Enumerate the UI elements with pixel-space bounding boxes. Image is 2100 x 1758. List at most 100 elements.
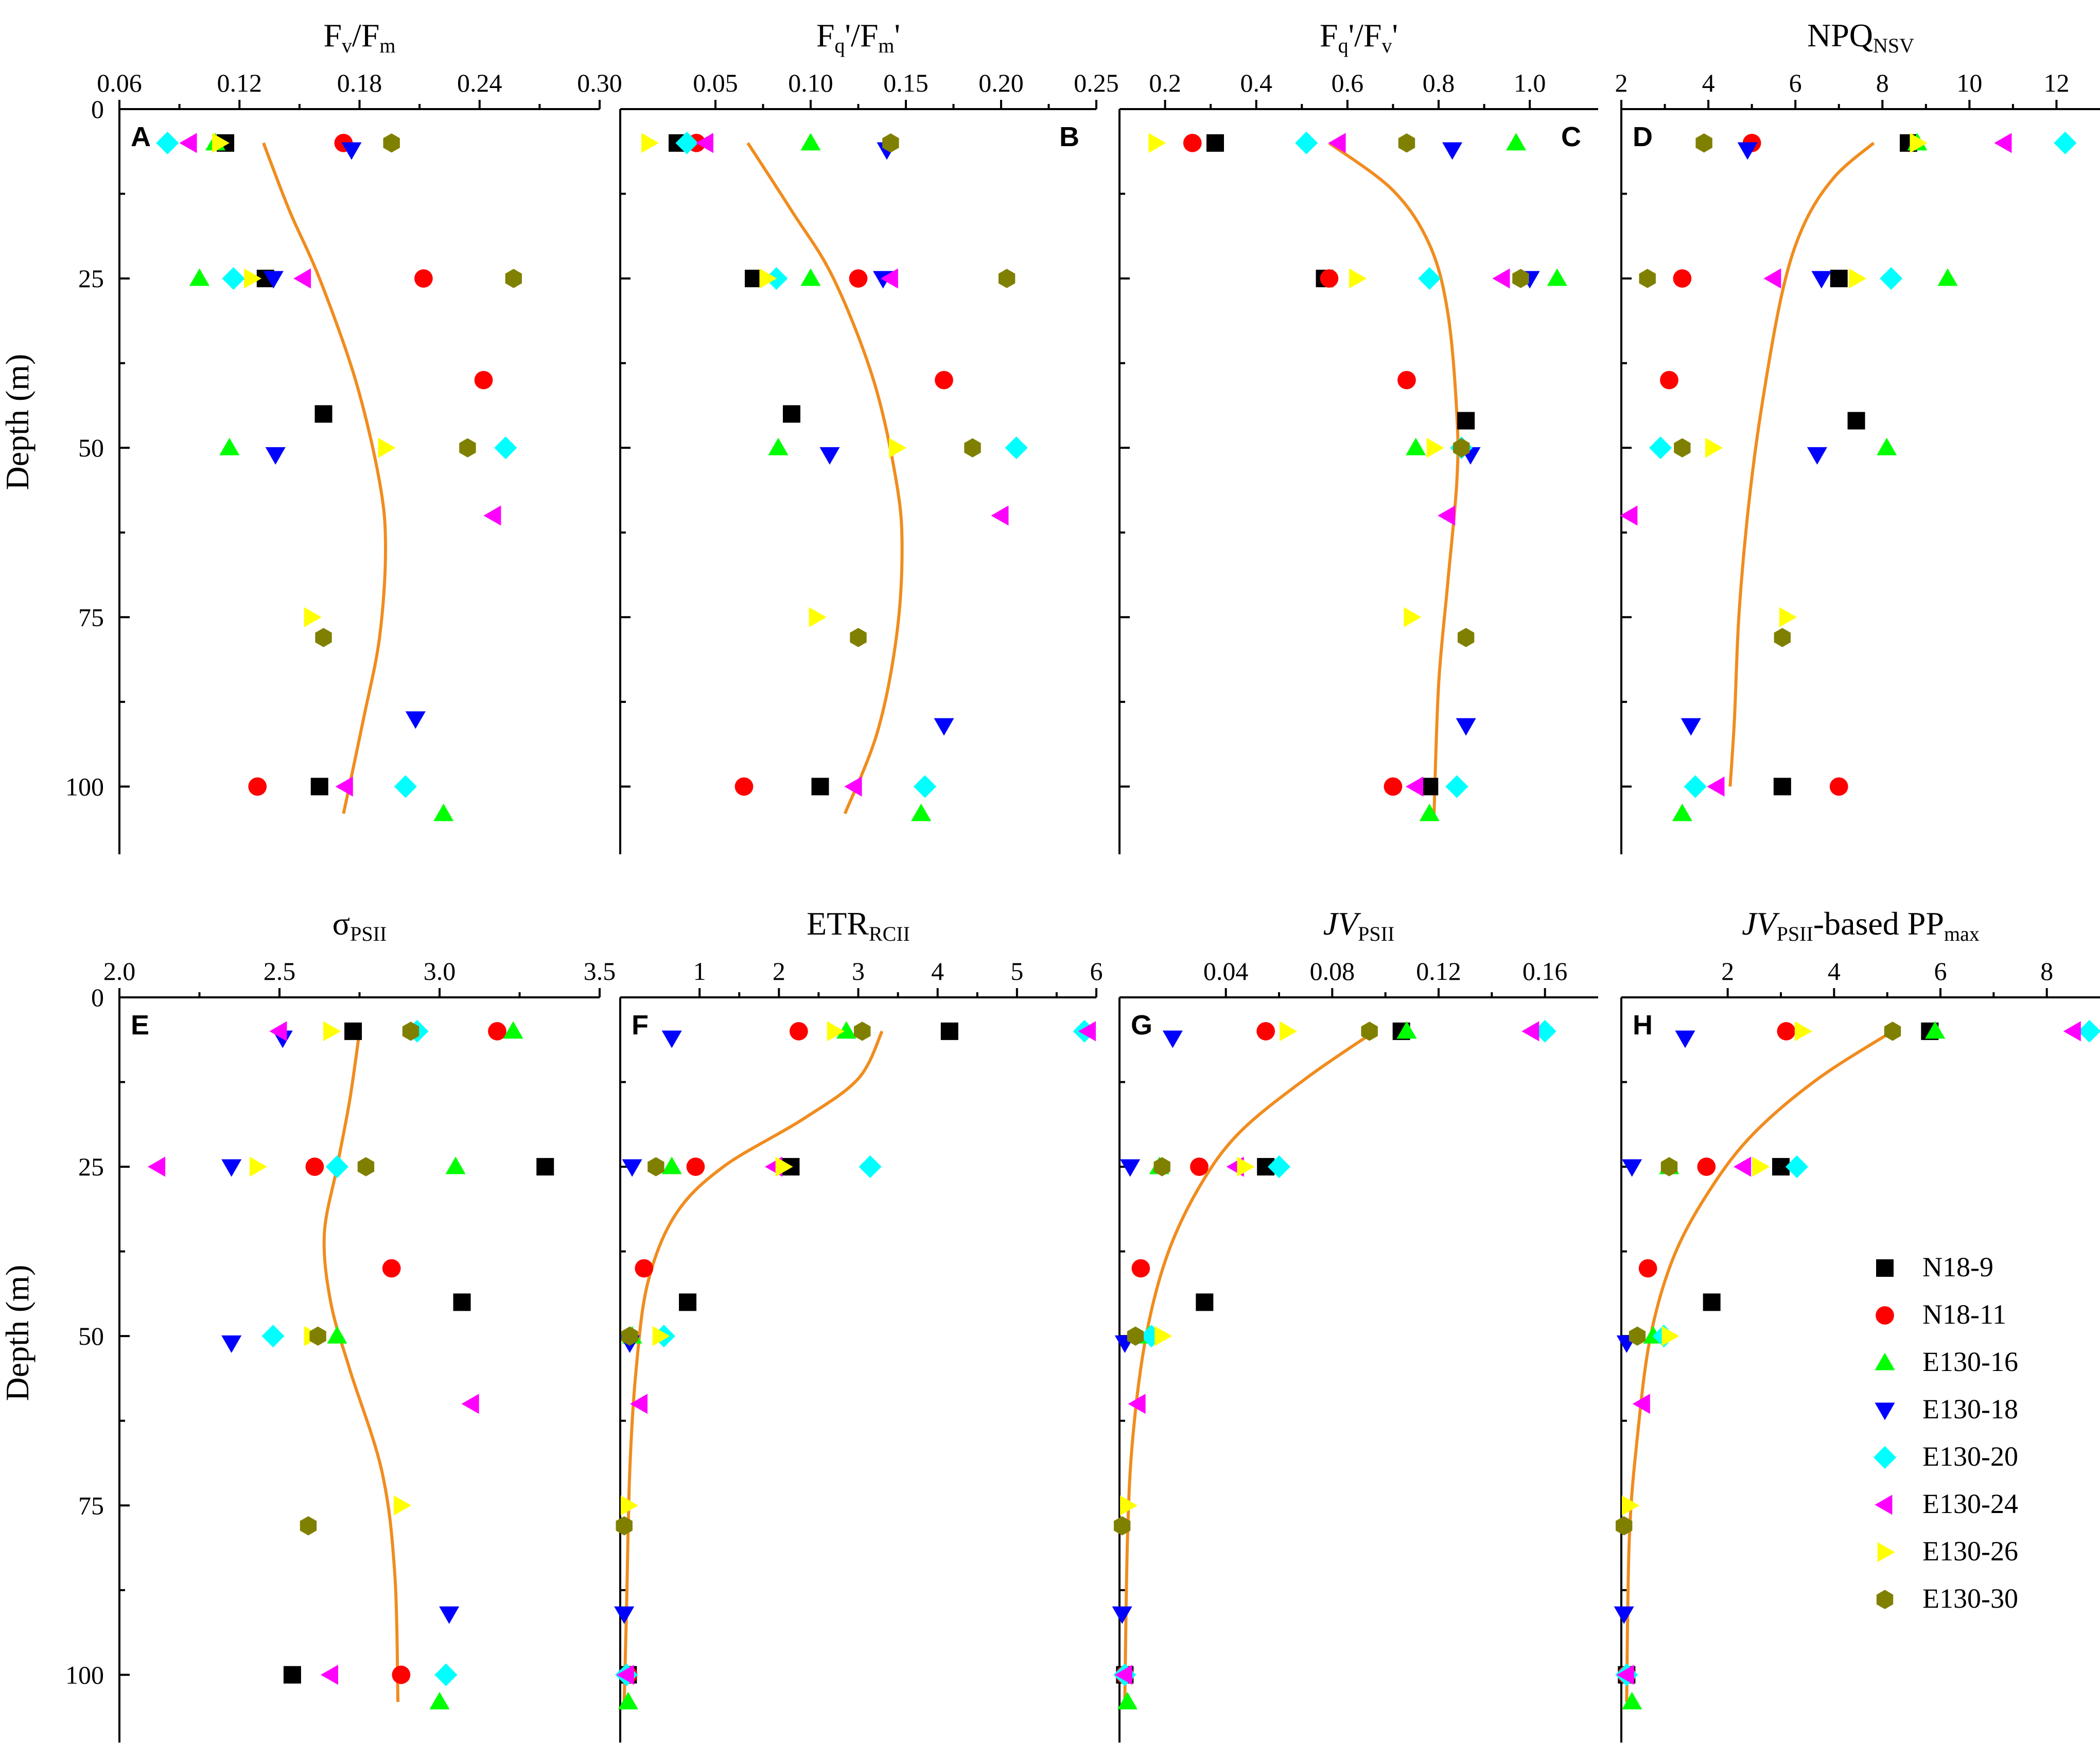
data-point-e130-24	[320, 1664, 338, 1685]
data-point-e130-16	[1406, 437, 1426, 455]
data-point-n18-11	[1829, 777, 1848, 796]
data-point-n18-11	[1256, 1022, 1275, 1041]
x-tick-label: 8	[1876, 68, 1889, 97]
x-tick-label: 0.30	[577, 68, 622, 97]
x-tick-label: 8	[2040, 957, 2053, 986]
data-point-e130-24	[1114, 1664, 1132, 1685]
fit-curve	[746, 142, 904, 815]
data-point-e130-24	[1632, 1394, 1650, 1414]
panel-title: JVPSII-based PPmax	[1742, 905, 1980, 945]
data-point-e130-18	[263, 271, 284, 289]
data-point-e130-24	[1438, 505, 1456, 526]
data-point-e130-30	[1674, 438, 1691, 458]
data-point-e130-24	[2063, 1021, 2081, 1042]
data-point-e130-24	[1707, 776, 1725, 797]
panel-E: 2.0 2.5 3.0 3.5 0 25 50 75 100 σPSII E	[65, 905, 616, 1743]
y-tick-label: 75	[78, 1491, 104, 1520]
data-point-n18-11	[474, 371, 493, 390]
data-point-e130-26	[1349, 268, 1367, 289]
data-point-e130-16	[661, 1156, 682, 1174]
x-tick-label: 3	[852, 957, 865, 986]
fit-curve	[1123, 1030, 1376, 1702]
data-point-n18-11	[1673, 269, 1692, 288]
data-point-e130-24	[1521, 1021, 1539, 1042]
x-tick-label: 0.20	[978, 68, 1024, 97]
data-point-e130-26	[1280, 1021, 1298, 1042]
data-point-e130-30	[1774, 628, 1791, 647]
data-point-e130-24	[695, 133, 713, 153]
data-point-e130-30	[964, 438, 981, 458]
data-point-e130-24	[629, 1394, 647, 1414]
data-point-e130-30	[1512, 269, 1529, 288]
legend: N18-9 N18-11 E130-16 E130-18 E130-20 E130-24 E…	[1873, 1252, 2018, 1614]
data-point-e130-30	[882, 133, 899, 153]
x-tick-label: 0.2	[1149, 68, 1181, 97]
data-point-e130-26	[809, 607, 827, 627]
data-point-n18-9	[1206, 134, 1224, 152]
data-point-e130-30	[1615, 1516, 1633, 1536]
x-tick-label: 0.12	[217, 68, 262, 97]
fit-curve	[322, 1031, 400, 1702]
legend-item: E130-16	[1875, 1346, 2018, 1377]
y-tick-label: 50	[78, 1322, 104, 1350]
x-tick-label: 0.15	[883, 68, 929, 97]
data-point-e130-30	[1453, 438, 1470, 458]
data-point-e130-24	[148, 1156, 166, 1177]
panel-B: 0.05 0.10 0.15 0.20 0.25 Fq'/Fm' B	[619, 17, 1119, 854]
data-point-e130-26	[827, 1021, 845, 1042]
fit-curve	[262, 142, 388, 814]
data-point-e130-18	[439, 1606, 460, 1624]
data-point-e130-30	[300, 1516, 317, 1536]
data-point-e130-18	[1456, 718, 1476, 736]
x-tick-label: 4	[1828, 957, 1841, 986]
data-point-e130-20	[325, 1155, 349, 1179]
y-axis-label-top: Depth (m)	[0, 354, 36, 490]
data-point-e130-20	[1267, 1155, 1291, 1179]
x-tick-label: 0.06	[97, 68, 142, 97]
data-point-e130-24	[1492, 268, 1510, 289]
data-point-e130-24	[483, 505, 501, 526]
x-tick-label: 0.24	[457, 68, 502, 97]
legend-label: N18-11	[1922, 1299, 2006, 1330]
data-point-e130-26	[250, 1156, 268, 1177]
data-point-e130-30	[850, 628, 867, 647]
data-point-e130-26	[1910, 133, 1928, 153]
data-point-n18-9	[310, 778, 328, 796]
x-tick-label: 0.18	[337, 68, 382, 97]
data-point-e130-20	[434, 1663, 458, 1686]
panel-letter: A	[131, 121, 151, 152]
panel-title: σPSII	[332, 905, 387, 945]
data-point-e130-18	[661, 1030, 682, 1048]
data-point-e130-18	[1622, 1159, 1642, 1177]
legend-marker-e130-16	[1875, 1352, 1895, 1370]
x-tick-label: 0.25	[1074, 68, 1119, 97]
legend-label: E130-18	[1922, 1394, 2018, 1425]
data-point-e130-26	[1794, 1021, 1812, 1042]
data-point-n18-11	[248, 777, 267, 796]
data-point-e130-26	[1154, 1326, 1172, 1346]
data-point-n18-9	[811, 778, 829, 796]
data-point-n18-9	[1421, 778, 1439, 796]
legend-label: E130-24	[1922, 1488, 2018, 1519]
data-point-e130-26	[775, 1156, 793, 1177]
data-point-e130-16	[911, 803, 932, 821]
data-point-n18-11	[488, 1022, 506, 1041]
data-point-e130-18	[1737, 142, 1758, 160]
data-point-n18-9	[283, 1666, 301, 1684]
data-point-e130-18	[221, 1335, 242, 1353]
data-point-e130-18	[934, 718, 954, 736]
legend-marker-e130-30	[1876, 1590, 1894, 1609]
data-point-n18-9	[344, 1022, 362, 1040]
data-point-e130-26	[1849, 268, 1867, 289]
data-point-e130-30	[647, 1157, 664, 1176]
data-point-e130-24	[293, 268, 311, 289]
data-point-e130-26	[1237, 1156, 1255, 1177]
x-tick-label: 6	[1090, 957, 1103, 986]
legend-item: E130-30	[1876, 1583, 2018, 1614]
data-point-e130-18	[1120, 1159, 1141, 1177]
data-point-e130-16	[445, 1156, 466, 1174]
data-point-e130-30	[505, 269, 522, 288]
data-point-e130-18	[1112, 1606, 1132, 1624]
x-tick-label: 3.0	[424, 957, 456, 986]
